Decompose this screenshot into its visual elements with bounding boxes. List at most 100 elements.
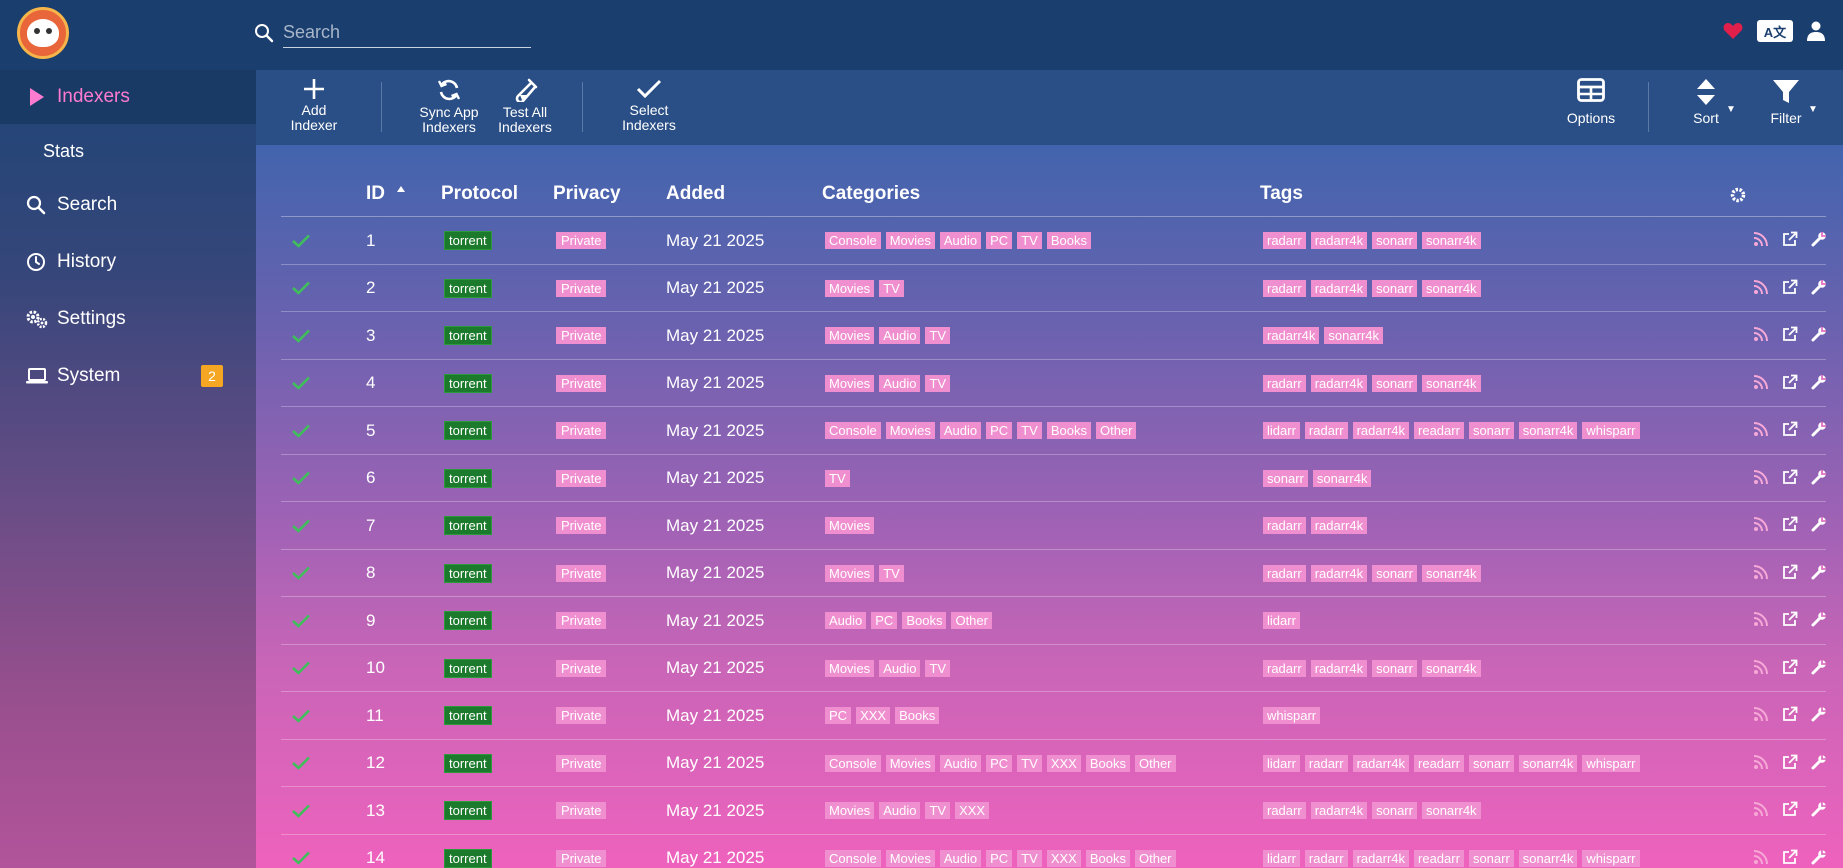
tag-label: whisparr xyxy=(1582,849,1640,867)
sidebar-item-indexers[interactable]: Indexers xyxy=(0,70,256,124)
translate-icon[interactable]: A文 xyxy=(1757,20,1793,42)
table-row[interactable]: 7 torrent Private May 21 2025 Movies radarr ra… xyxy=(281,502,1826,550)
wrench-icon[interactable] xyxy=(1811,659,1827,675)
rss-icon[interactable] xyxy=(1753,564,1769,580)
rss-icon[interactable] xyxy=(1753,659,1769,675)
table-row[interactable]: 10 torrent Private May 21 2025 Movies Audio TV… xyxy=(281,645,1827,692)
wrench-icon[interactable] xyxy=(1811,469,1827,485)
external-link-icon[interactable] xyxy=(1782,659,1798,675)
wrench-icon[interactable] xyxy=(1811,326,1827,342)
search-input[interactable] xyxy=(283,18,531,48)
categories-cell: PC XXX Books xyxy=(825,692,944,739)
wrench-icon[interactable] xyxy=(1811,516,1827,532)
external-link-icon[interactable] xyxy=(1782,801,1798,817)
table-row[interactable]: 2 torrent Private May 21 2025 Movies TV radarr… xyxy=(281,265,1827,312)
rss-icon[interactable] xyxy=(1753,326,1769,342)
sidebar-item-settings[interactable]: Settings xyxy=(0,292,256,346)
rss-icon[interactable] xyxy=(1753,801,1769,817)
app-logo[interactable] xyxy=(17,7,69,59)
column-header-privacy[interactable]: Privacy xyxy=(553,183,621,204)
test-all-indexers-button[interactable]: Test All Indexers xyxy=(488,78,562,140)
rss-icon[interactable] xyxy=(1753,516,1769,532)
privacy-label: Private xyxy=(556,659,607,677)
external-link-icon[interactable] xyxy=(1782,231,1798,247)
rss-icon[interactable] xyxy=(1753,421,1769,437)
wrench-icon[interactable] xyxy=(1811,801,1827,817)
external-link-icon[interactable] xyxy=(1782,516,1798,532)
table-row[interactable]: 12 torrent Private May 21 2025 Console Movies… xyxy=(281,740,1827,787)
added-date: May 21 2025 xyxy=(666,610,765,630)
table-row[interactable]: 3 torrent Private May 21 2025 Movies Audio TV r… xyxy=(281,312,1826,360)
sidebar-item-system[interactable]: System 2 xyxy=(0,349,256,403)
category-tag: Audio xyxy=(879,374,921,392)
tag-label: sonarr xyxy=(1372,232,1417,249)
check-icon xyxy=(292,471,310,485)
column-header-id[interactable]: ID xyxy=(366,183,406,205)
rss-icon[interactable] xyxy=(1753,469,1769,485)
table-row[interactable]: 5 torrent Private May 21 2025 Console Movies A… xyxy=(281,407,1826,455)
sidebar-item-search[interactable]: Search xyxy=(0,178,256,232)
table-row[interactable]: 6 torrent Private May 21 2025 TV sonarr sonarr… xyxy=(281,455,1827,502)
wrench-icon[interactable] xyxy=(1811,849,1827,865)
wrench-icon[interactable] xyxy=(1811,421,1827,437)
user-icon[interactable] xyxy=(1807,21,1825,41)
external-link-icon[interactable] xyxy=(1782,754,1798,770)
main-content: ID Protocol Privacy Added Categories Tag… xyxy=(256,145,1843,868)
category-tag: TV xyxy=(825,469,850,487)
table-row[interactable]: 14 torrent Private May 21 2025 Console Movies… xyxy=(281,835,1826,868)
sort-dropdown-icon[interactable]: ▼ xyxy=(1726,104,1736,115)
external-link-icon[interactable] xyxy=(1782,706,1798,722)
wrench-icon[interactable] xyxy=(1811,279,1827,295)
sort-button[interactable]: Sort xyxy=(1676,78,1736,140)
status-cell xyxy=(292,692,310,739)
table-options-gear-icon[interactable] xyxy=(1730,187,1746,203)
add-indexer-button[interactable]: Add Indexer xyxy=(281,78,347,140)
external-link-icon[interactable] xyxy=(1782,374,1798,390)
external-link-icon[interactable] xyxy=(1782,849,1798,865)
table-row[interactable]: 1 torrent Private May 21 2025 Console Movies A… xyxy=(281,217,1826,265)
wrench-icon[interactable] xyxy=(1811,754,1827,770)
tag-label: whisparr xyxy=(1582,754,1640,772)
rss-icon[interactable] xyxy=(1753,374,1769,390)
external-link-icon[interactable] xyxy=(1782,611,1798,627)
tag-label: lidarr xyxy=(1263,849,1300,867)
external-link-icon[interactable] xyxy=(1782,279,1798,295)
select-indexers-button[interactable]: Select Indexers xyxy=(609,78,689,140)
wrench-icon[interactable] xyxy=(1811,231,1827,247)
rss-icon[interactable] xyxy=(1753,231,1769,247)
status-cell xyxy=(292,787,310,834)
sidebar-item-stats[interactable]: Stats xyxy=(0,124,256,178)
added-cell: May 21 2025 xyxy=(666,835,764,868)
wrench-icon[interactable] xyxy=(1811,564,1827,580)
table-row[interactable]: 4 torrent Private May 21 2025 Movies Audio TV r… xyxy=(281,360,1827,407)
rss-icon[interactable] xyxy=(1753,849,1769,865)
table-row[interactable]: 8 torrent Private May 21 2025 Movies TV radarr… xyxy=(281,550,1827,597)
external-link-icon[interactable] xyxy=(1782,326,1798,342)
heart-icon[interactable] xyxy=(1723,22,1743,40)
wrench-icon[interactable] xyxy=(1811,706,1827,722)
column-header-added[interactable]: Added xyxy=(666,183,726,204)
options-button[interactable]: Options xyxy=(1556,78,1626,140)
table-row[interactable]: 11 torrent Private May 21 2025 PC XXX Books whi… xyxy=(281,692,1826,740)
column-header-tags[interactable]: Tags xyxy=(1260,183,1303,204)
external-link-icon[interactable] xyxy=(1782,564,1798,580)
tag-label: sonarr xyxy=(1372,659,1417,677)
rss-icon[interactable] xyxy=(1753,279,1769,295)
table-row[interactable]: 13 torrent Private May 21 2025 Movies Audio TV… xyxy=(281,787,1826,835)
rss-icon[interactable] xyxy=(1753,754,1769,770)
sidebar-item-history[interactable]: History xyxy=(0,235,256,289)
external-link-icon[interactable] xyxy=(1782,421,1798,437)
categories-cell: Console Movies Audio PC TV XXX Books Other xyxy=(825,835,1181,868)
column-header-categories[interactable]: Categories xyxy=(822,183,921,204)
filter-dropdown-icon[interactable]: ▼ xyxy=(1808,104,1818,115)
table-header: ID Protocol Privacy Added Categories Tag… xyxy=(281,145,1826,217)
wrench-icon[interactable] xyxy=(1811,374,1827,390)
column-header-protocol[interactable]: Protocol xyxy=(441,183,519,204)
rss-icon[interactable] xyxy=(1753,706,1769,722)
sync-app-indexers-button[interactable]: Sync App Indexers xyxy=(409,78,489,140)
table-row[interactable]: 9 torrent Private May 21 2025 Audio PC Books Ot… xyxy=(281,597,1826,645)
rss-icon[interactable] xyxy=(1753,611,1769,627)
wrench-icon[interactable] xyxy=(1811,611,1827,627)
filter-button[interactable]: Filter xyxy=(1756,78,1816,140)
external-link-icon[interactable] xyxy=(1782,469,1798,485)
